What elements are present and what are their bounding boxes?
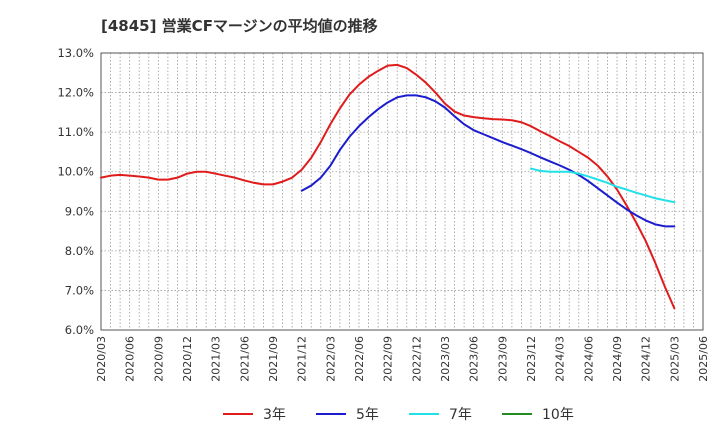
- grid-layer: [100, 52, 704, 331]
- legend-label: 3年: [263, 407, 286, 423]
- x-tick-label: 2020/06: [124, 336, 137, 382]
- x-tick-label: 2022/06: [353, 336, 366, 382]
- series-line: [530, 167, 676, 204]
- x-tick-label: 2024/03: [554, 336, 567, 382]
- legend-label: 10年: [542, 407, 574, 423]
- x-tick-label: 2022/12: [410, 336, 423, 382]
- x-tick-label: 2023/09: [496, 336, 509, 382]
- legend-label: 7年: [449, 407, 472, 423]
- x-tick-label: 2022/09: [382, 336, 395, 382]
- x-tick-label: 2024/09: [611, 336, 624, 382]
- x-tick-label: 2020/12: [181, 336, 194, 382]
- x-tick-label: 2020/03: [95, 336, 108, 382]
- chart-title: [4845] 営業CFマージンの平均値の推移: [101, 17, 378, 35]
- series-line: [100, 63, 676, 310]
- y-tick-label: 7.0%: [65, 283, 94, 297]
- plot-frame: [100, 52, 704, 331]
- legend: 3年 5年 7年 10年: [223, 407, 574, 423]
- x-tick-label: 2025/06: [697, 336, 710, 382]
- y-tick-label: 8.0%: [65, 244, 94, 258]
- x-tick-label: 2021/12: [296, 336, 309, 382]
- x-tick-label: 2020/09: [152, 336, 165, 382]
- x-tick-label: 2024/06: [582, 336, 595, 382]
- y-tick-label: 10.0%: [57, 165, 94, 179]
- x-tick-label: 2023/06: [468, 336, 481, 382]
- x-tick-label: 2023/03: [439, 336, 452, 382]
- y-tick-label: 13.0%: [57, 46, 94, 60]
- x-tick-label: 2021/03: [210, 336, 223, 382]
- x-tick-label: 2024/12: [640, 336, 653, 382]
- legend-label: 5年: [356, 407, 379, 423]
- x-tick-label: 2021/09: [267, 336, 280, 382]
- x-tick-label: 2022/03: [324, 336, 337, 382]
- y-tick-label: 11.0%: [57, 125, 94, 139]
- series-line: [300, 94, 676, 228]
- y-tick-label: 12.0%: [57, 86, 94, 100]
- x-tick-label: 2021/06: [238, 336, 251, 382]
- series-layer: [100, 63, 676, 310]
- axis-layer: 6.0% 7.0% 8.0% 9.0% 10.0% 11.0% 12.0% 13.0% 2020…: [57, 46, 710, 382]
- x-tick-label: 2023/12: [525, 336, 538, 382]
- plot-area: [101, 53, 703, 330]
- y-tick-label: 9.0%: [65, 204, 94, 218]
- y-tick-label: 6.0%: [65, 323, 94, 337]
- x-tick-label: 2025/03: [668, 336, 681, 382]
